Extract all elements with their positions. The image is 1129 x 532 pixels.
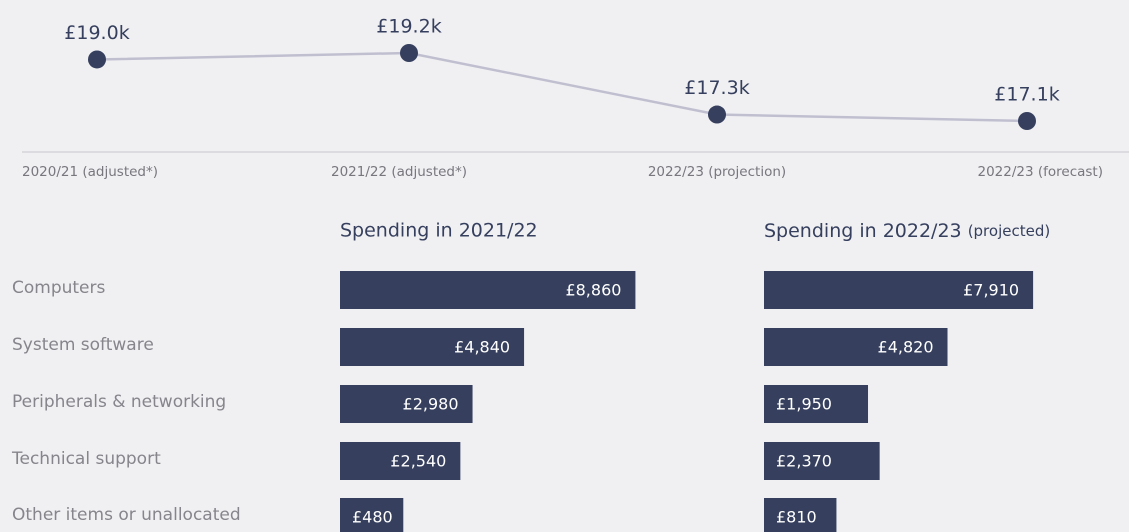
category-label: Other items or unallocated bbox=[12, 505, 241, 525]
bar bbox=[340, 271, 636, 309]
bar bbox=[340, 328, 525, 366]
point bbox=[1018, 112, 1036, 130]
bar-label: £4,840 bbox=[454, 338, 510, 357]
category-label: Technical support bbox=[11, 449, 161, 469]
value-label: £17.1k bbox=[994, 84, 1059, 106]
x-tick-label: 2020/21 (adjusted*) bbox=[22, 164, 158, 180]
value-label: £17.3k bbox=[684, 77, 749, 99]
category-label: Computers bbox=[12, 278, 106, 298]
point bbox=[708, 105, 726, 124]
bar bbox=[764, 498, 837, 532]
category-label: Peripherals & networking bbox=[12, 392, 226, 412]
bar bbox=[764, 328, 948, 366]
value-label: £19.2k bbox=[376, 16, 441, 38]
bar-label: £2,540 bbox=[390, 452, 446, 471]
x-tick-label: 2022/23 (projection) bbox=[648, 164, 786, 180]
bar bbox=[764, 385, 869, 423]
bar-label: £810 bbox=[776, 508, 817, 527]
line bbox=[96, 51, 1028, 123]
category-label: System software bbox=[12, 335, 154, 355]
bar bbox=[764, 442, 880, 480]
bar bbox=[340, 385, 473, 423]
bar-chart-title: Spending in 2021/22 bbox=[340, 220, 538, 242]
bar-label: £480 bbox=[352, 508, 393, 527]
bar-label: £2,980 bbox=[403, 395, 459, 414]
point bbox=[400, 44, 418, 62]
bar-label: £1,950 bbox=[776, 395, 832, 414]
bar bbox=[340, 442, 461, 480]
x-tick-label: 2022/23 (forecast) bbox=[977, 164, 1103, 180]
bar-label: £2,370 bbox=[776, 452, 832, 471]
bar-label: £7,910 bbox=[963, 281, 1019, 300]
x-tick-label: 2021/22 (adjusted*) bbox=[331, 164, 467, 180]
bar-chart-title: Spending in 2022/23 (projected) bbox=[764, 220, 1050, 242]
subtitle: (projected) bbox=[968, 222, 1051, 240]
bar bbox=[340, 498, 404, 532]
bar bbox=[764, 271, 1034, 309]
value-label: £19.0k bbox=[64, 22, 129, 44]
bar-label: £4,820 bbox=[878, 338, 934, 357]
bar-label: £8,860 bbox=[565, 281, 621, 300]
title-text: Spending in 2022/23 bbox=[764, 220, 962, 242]
point bbox=[88, 50, 106, 69]
